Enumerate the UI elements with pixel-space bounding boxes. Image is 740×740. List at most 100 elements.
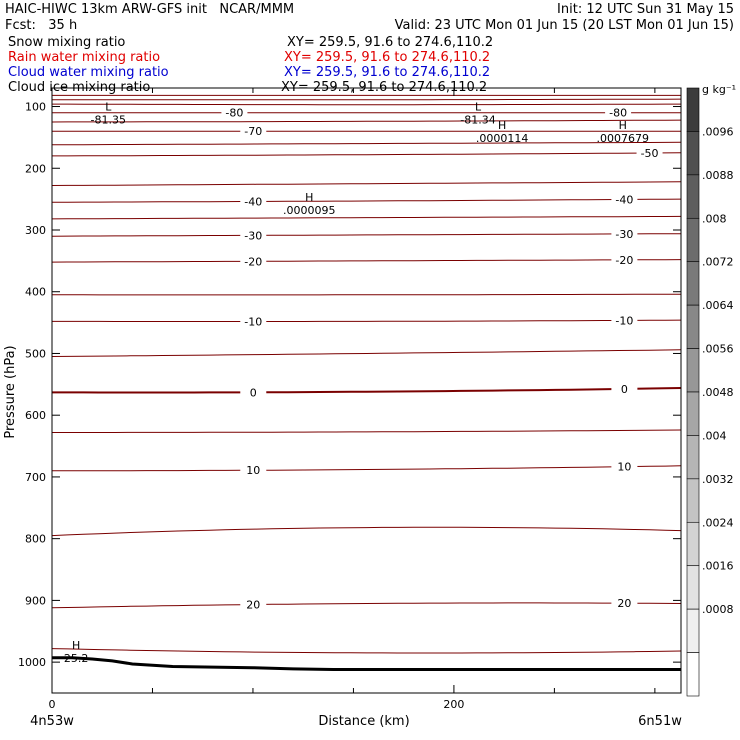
isotherm-line bbox=[52, 465, 682, 472]
isotherm-line bbox=[52, 152, 682, 157]
isotherm-label-bg bbox=[611, 253, 638, 266]
extremum-symbol: H bbox=[305, 191, 313, 204]
isotherm-label: -80 bbox=[609, 107, 627, 120]
extremum-value: -81.35 bbox=[91, 114, 126, 127]
isotherm-label-bg bbox=[240, 229, 267, 242]
isotherm-label: 0 bbox=[621, 383, 628, 396]
header-title: HAIC-HIWC 13km ARW-GFS init NCAR/MMM bbox=[5, 2, 295, 17]
isotherm-label-bg bbox=[240, 195, 267, 208]
isotherm-label: 0 bbox=[250, 386, 257, 399]
colorbar-swatch bbox=[686, 304, 700, 349]
init-time: Init: 12 UTC Sun 31 May 15 bbox=[557, 2, 734, 17]
isotherm-label: 10 bbox=[246, 464, 260, 477]
isotherm-label-bg bbox=[636, 147, 663, 160]
colorbar-swatch bbox=[686, 217, 700, 263]
isotherm-line bbox=[52, 103, 681, 106]
y-tick-label: 100 bbox=[25, 101, 46, 114]
isotherm-line bbox=[51, 215, 682, 220]
y-tick-label: 1000 bbox=[18, 656, 46, 669]
isotherm-label: 10 bbox=[617, 461, 631, 474]
extremum-value: -81.34 bbox=[460, 114, 495, 127]
colorbar-swatch bbox=[686, 521, 700, 567]
x-tick-label: 200 bbox=[443, 698, 464, 711]
field-name-cloud-water: Cloud water mixing ratio bbox=[8, 65, 169, 80]
isotherm-line bbox=[51, 648, 682, 654]
x-right-end-label: 6n51w bbox=[638, 714, 682, 729]
isotherm-line bbox=[51, 181, 682, 186]
isotherm-line bbox=[51, 141, 682, 146]
isotherm-label: -80 bbox=[225, 107, 243, 120]
isotherm-line bbox=[52, 198, 682, 203]
isotherm-line bbox=[52, 387, 682, 394]
isotherm-label: -70 bbox=[244, 125, 262, 138]
extremum-symbol: H bbox=[72, 639, 80, 652]
isotherm-line bbox=[51, 349, 682, 357]
isotherm-label: -20 bbox=[615, 254, 633, 267]
isotherm-label: -30 bbox=[615, 228, 633, 241]
field-xy-cloud-water: XY= 259.5, 91.6 to 274.6,110.2 bbox=[284, 65, 491, 80]
isotherm-label-bg bbox=[240, 386, 267, 399]
extremum-symbol: H bbox=[498, 119, 506, 132]
colorbar-swatch bbox=[686, 652, 700, 697]
isotherm-label-bg bbox=[240, 598, 267, 611]
colorbar-swatch bbox=[686, 131, 700, 176]
colorbar-swatch bbox=[686, 391, 700, 436]
extrema-labels: L-81.35L-81.34 H.0000114H.0007679H.000009… bbox=[64, 101, 649, 665]
field-xy-rain: XY= 259.5, 91.6 to 274.6,110.2 bbox=[284, 50, 491, 65]
colorbar-swatch bbox=[686, 565, 700, 610]
isotherm-line bbox=[52, 319, 682, 322]
isotherm-contours: -80 -80-70-50-40 -40-30 -30-20 -20-10 -100 010… bbox=[51, 94, 682, 654]
isotherm-label-bg bbox=[240, 315, 267, 328]
y-tick-label: 200 bbox=[25, 162, 46, 175]
field-name-rain: Rain water mixing ratio bbox=[8, 50, 161, 65]
colorbar-label: .0072 bbox=[702, 256, 734, 269]
colorbar: .0096 .0088 .008 .0072 .0064 .0056 .0048 .004 .0… bbox=[686, 83, 736, 697]
extremum-symbol: L bbox=[475, 101, 482, 114]
colorbar-label: .0056 bbox=[702, 343, 734, 356]
y-tick-label: 700 bbox=[25, 471, 46, 484]
extremum-value: .0000114 bbox=[476, 132, 529, 145]
colorbar-label: .0016 bbox=[702, 560, 734, 573]
colorbar-label: .0032 bbox=[702, 473, 734, 486]
isotherm-label: -20 bbox=[244, 255, 262, 268]
extremum-value: .0000095 bbox=[283, 204, 336, 217]
isotherm-line bbox=[51, 602, 682, 609]
x-axis-title: Distance (km) bbox=[318, 714, 409, 729]
terrain-profile bbox=[52, 656, 681, 671]
y-tick-label: 800 bbox=[25, 533, 46, 546]
y-tick-label: 500 bbox=[25, 347, 46, 360]
colorbar-swatch bbox=[686, 478, 700, 523]
isotherm-label: -30 bbox=[244, 229, 262, 242]
y-tick-label: 600 bbox=[25, 409, 46, 422]
isotherm-line bbox=[52, 429, 682, 433]
isotherm-label-bg bbox=[605, 106, 632, 119]
isotherm-line bbox=[52, 98, 682, 101]
colorbar-label: .0024 bbox=[702, 516, 734, 529]
isotherm-line bbox=[51, 526, 682, 537]
colorbar-swatch bbox=[686, 261, 700, 306]
isotherm-label: 20 bbox=[617, 597, 631, 610]
isotherm-line bbox=[52, 293, 681, 296]
y-tick-label: 300 bbox=[25, 224, 46, 237]
colorbar-label: .0064 bbox=[702, 299, 734, 312]
isotherm-line bbox=[51, 259, 682, 263]
x-tick-label: 0 bbox=[49, 698, 56, 711]
x-left-end-label: 4n53w bbox=[30, 714, 74, 729]
extremum-value: 25.2 bbox=[64, 652, 89, 665]
isotherm-label: -50 bbox=[641, 147, 659, 160]
isotherm-label: -10 bbox=[615, 314, 633, 327]
isotherm-label: -40 bbox=[244, 195, 262, 208]
colorbar-label: .0088 bbox=[702, 169, 734, 182]
colorbar-label: .0096 bbox=[702, 125, 734, 138]
terrain-line bbox=[52, 656, 681, 671]
extremum-symbol: L bbox=[105, 101, 112, 114]
colorbar-label: .004 bbox=[702, 429, 727, 442]
valid-time: Valid: 23 UTC Mon 01 Jun 15 (20 LST Mon … bbox=[394, 18, 734, 33]
colorbar-swatch bbox=[686, 435, 700, 480]
field-xy-snow: XY= 259.5, 91.6 to 274.6,110.2 bbox=[287, 35, 494, 50]
y-tick-label: 900 bbox=[25, 594, 46, 607]
isotherm-line bbox=[51, 233, 682, 237]
isotherm-label-bg bbox=[240, 464, 267, 477]
isotherm-label-bg bbox=[240, 255, 267, 268]
